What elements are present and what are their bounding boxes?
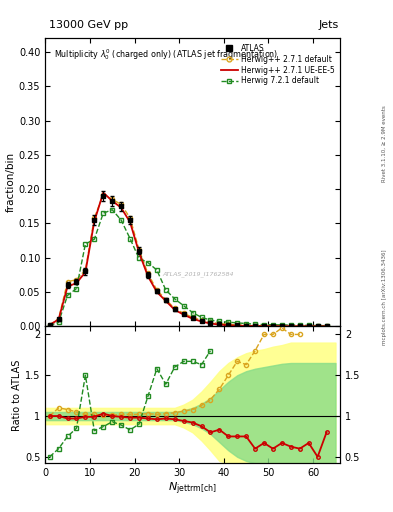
Text: Rivet 3.1.10, ≥ 2.9M events: Rivet 3.1.10, ≥ 2.9M events [382,105,387,182]
Text: 13000 GeV pp: 13000 GeV pp [49,19,128,30]
Text: Multiplicity $\lambda_0^0$ (charged only) (ATLAS jet fragmentation): Multiplicity $\lambda_0^0$ (charged only… [54,47,278,62]
X-axis label: $N_{\mathrm{jettrm[ch]}}$: $N_{\mathrm{jettrm[ch]}}$ [168,481,217,497]
Text: ATLAS_2019_I1762584: ATLAS_2019_I1762584 [163,271,234,278]
Y-axis label: fraction/bin: fraction/bin [6,152,16,212]
Text: Jets: Jets [318,19,339,30]
Y-axis label: Ratio to ATLAS: Ratio to ATLAS [12,359,22,431]
Legend: ATLAS, Herwig++ 2.7.1 default, Herwig++ 2.7.1 UE-EE-5, Herwig 7.2.1 default: ATLAS, Herwig++ 2.7.1 default, Herwig++ … [219,42,336,87]
Text: mcplots.cern.ch [arXiv:1306.3436]: mcplots.cern.ch [arXiv:1306.3436] [382,249,387,345]
